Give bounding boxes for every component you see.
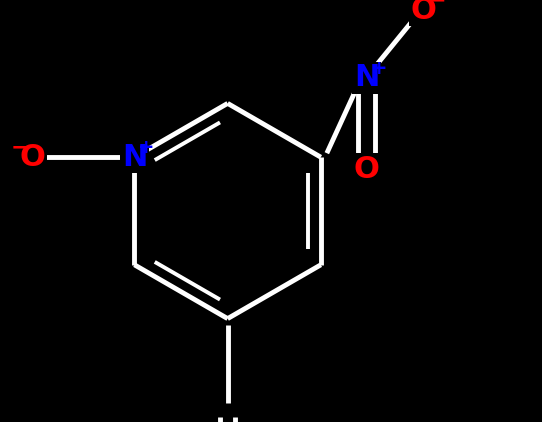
Text: N: N	[122, 143, 147, 172]
Text: −: −	[427, 0, 446, 11]
Text: +: +	[138, 138, 155, 157]
Text: N: N	[354, 63, 379, 92]
Text: −: −	[11, 137, 29, 157]
Text: O: O	[20, 143, 45, 172]
Text: O: O	[353, 155, 379, 184]
Text: O: O	[410, 0, 436, 25]
Text: +: +	[370, 59, 387, 78]
